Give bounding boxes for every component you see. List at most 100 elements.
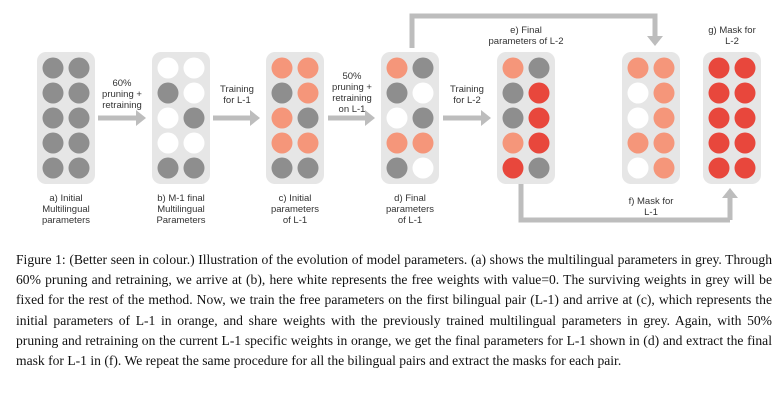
weight-circle-b-9 [183, 157, 205, 179]
transition-label-d-e: Training for L-2 [450, 84, 484, 106]
connector-arrows [409, 13, 738, 223]
panel-d [381, 52, 439, 184]
weight-circle-e-5 [528, 107, 550, 129]
weight-circle-f-1 [653, 57, 675, 79]
panel-c [266, 52, 324, 184]
panel-f [622, 52, 680, 184]
weight-circle-a-2 [42, 82, 64, 104]
weight-circle-b-7 [183, 132, 205, 154]
weight-circle-g-1 [734, 57, 756, 79]
weight-circle-g-5 [734, 107, 756, 129]
weight-circle-d-8 [386, 157, 408, 179]
weight-circle-c-9 [297, 157, 319, 179]
weight-circle-b-1 [183, 57, 205, 79]
weight-circle-e-7 [528, 132, 550, 154]
weight-circle-f-9 [653, 157, 675, 179]
weight-circle-f-0 [627, 57, 649, 79]
weight-circle-f-7 [653, 132, 675, 154]
transition-d-e: Training for L-2 [443, 84, 491, 126]
weight-circle-b-0 [157, 57, 179, 79]
weight-circle-f-3 [653, 82, 675, 104]
weight-circle-b-3 [183, 82, 205, 104]
weight-circle-g-4 [708, 107, 730, 129]
weight-circle-e-3 [528, 82, 550, 104]
transition-b-c: Training for L-1 [213, 84, 260, 126]
transition-arrowhead [365, 110, 375, 126]
weight-circle-g-2 [708, 82, 730, 104]
weight-circle-a-1 [68, 57, 90, 79]
weight-circle-g-0 [708, 57, 730, 79]
weight-circle-f-8 [627, 157, 649, 179]
weight-circle-a-8 [42, 157, 64, 179]
weight-circle-e-4 [502, 107, 524, 129]
weight-circle-b-4 [157, 107, 179, 129]
weight-circle-b-2 [157, 82, 179, 104]
weight-circle-e-2 [502, 82, 524, 104]
stage-label-a: a) Initial Multilingual parameters [42, 193, 90, 226]
transition-c-d: 50% pruning + retraining on L-1 [328, 71, 375, 126]
stage-label-d: d) Final parameters of L-1 [386, 193, 434, 226]
panel-e [497, 52, 555, 184]
weight-circle-a-5 [68, 107, 90, 129]
weight-circle-d-6 [386, 132, 408, 154]
weight-circle-a-0 [42, 57, 64, 79]
weight-circle-b-6 [157, 132, 179, 154]
stage-label-f: f) Mask for L-1 [629, 196, 674, 218]
transition-arrowhead [250, 110, 260, 126]
weight-circle-a-6 [42, 132, 64, 154]
to-g-arrowhead [722, 188, 738, 198]
weight-circle-d-0 [386, 57, 408, 79]
panel-a [37, 52, 95, 184]
weight-circle-e-1 [528, 57, 550, 79]
d-to-f-top-arrowhead [647, 36, 663, 46]
weight-circle-d-2 [386, 82, 408, 104]
weight-circle-a-9 [68, 157, 90, 179]
weight-circle-c-4 [271, 107, 293, 129]
weight-circle-d-3 [412, 82, 434, 104]
weight-circle-f-4 [627, 107, 649, 129]
weight-circle-g-6 [708, 132, 730, 154]
weight-circle-c-3 [297, 82, 319, 104]
parameter-evolution-diagram: 60% pruning + retraining Training for L-1 50%… [37, 13, 761, 226]
weight-circle-d-4 [386, 107, 408, 129]
weight-circle-g-7 [734, 132, 756, 154]
weight-circle-g-3 [734, 82, 756, 104]
weight-circle-e-6 [502, 132, 524, 154]
weight-circle-c-1 [297, 57, 319, 79]
weight-circle-e-9 [528, 157, 550, 179]
stage-label-b: b) M-1 final Multilingual Parameters [156, 193, 205, 226]
weight-circle-c-5 [297, 107, 319, 129]
weight-circle-d-1 [412, 57, 434, 79]
weight-circle-e-0 [502, 57, 524, 79]
weight-circle-c-7 [297, 132, 319, 154]
weight-circle-b-8 [157, 157, 179, 179]
weight-circle-c-2 [271, 82, 293, 104]
weight-circle-c-6 [271, 132, 293, 154]
stage-label-c: c) Initial parameters of L-1 [271, 193, 319, 226]
transition-arrowhead [136, 110, 146, 126]
weight-circle-e-8 [502, 157, 524, 179]
weight-circle-g-9 [734, 157, 756, 179]
weight-circle-c-8 [271, 157, 293, 179]
weight-circle-b-5 [183, 107, 205, 129]
weight-circle-a-7 [68, 132, 90, 154]
figure-caption: Figure 1: (Better seen in colour.) Illus… [16, 252, 772, 369]
transition-label-c-d: 50% pruning + retraining on L-1 [332, 71, 372, 115]
weight-circle-f-2 [627, 82, 649, 104]
stage-label-g: g) Mask for L-2 [708, 25, 756, 47]
weight-circle-g-8 [708, 157, 730, 179]
weight-circle-d-7 [412, 132, 434, 154]
weight-circle-d-9 [412, 157, 434, 179]
panel-g [703, 52, 761, 184]
weight-circle-a-4 [42, 107, 64, 129]
transition-label-a-b: 60% pruning + retraining [102, 78, 142, 111]
transition-arrowhead [481, 110, 491, 126]
weight-circle-a-3 [68, 82, 90, 104]
d-to-f-connector [518, 168, 730, 223]
weight-circle-d-5 [412, 107, 434, 129]
transition-a-b: 60% pruning + retraining [98, 78, 146, 126]
panel-b [152, 52, 210, 184]
transition-label-b-c: Training for L-1 [220, 84, 254, 106]
stage-label-e: e) Final parameters of L-2 [489, 25, 564, 47]
weight-circle-f-6 [627, 132, 649, 154]
